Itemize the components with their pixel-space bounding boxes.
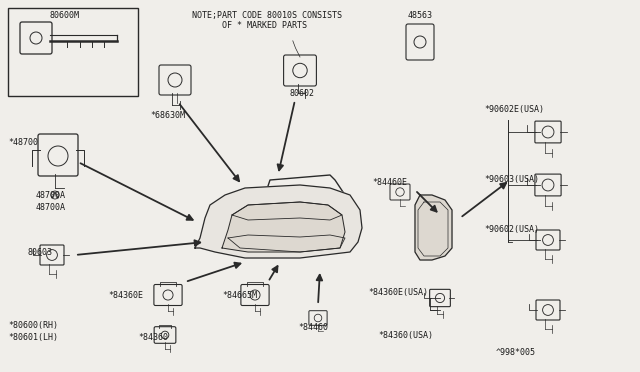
Text: *84460: *84460 (298, 323, 328, 332)
Text: 48563: 48563 (408, 11, 433, 20)
Text: *68630M: *68630M (150, 111, 185, 120)
Text: 80603: 80603 (28, 248, 53, 257)
Polygon shape (195, 185, 362, 258)
Text: *48700: *48700 (8, 138, 38, 147)
Text: *84460E: *84460E (372, 178, 407, 187)
Text: 48700A: 48700A (36, 203, 66, 212)
Text: NOTE;PART CODE 80010S CONSISTS: NOTE;PART CODE 80010S CONSISTS (192, 11, 342, 20)
Text: *84360: *84360 (138, 333, 168, 342)
Text: *90602(USA): *90602(USA) (484, 225, 539, 234)
Text: *84360(USA): *84360(USA) (378, 331, 433, 340)
Text: *84360E(USA): *84360E(USA) (368, 288, 428, 297)
Text: 80600M: 80600M (50, 11, 80, 20)
Text: ^998*005: ^998*005 (496, 348, 536, 357)
Text: *84665M: *84665M (222, 291, 257, 300)
Text: *80601(LH): *80601(LH) (8, 333, 58, 342)
Text: 80602: 80602 (290, 89, 315, 98)
Text: *90602E(USA): *90602E(USA) (484, 105, 544, 114)
Polygon shape (222, 202, 345, 252)
Text: *80600(RH): *80600(RH) (8, 321, 58, 330)
Polygon shape (415, 195, 452, 260)
Text: 48700A: 48700A (36, 191, 66, 200)
Bar (8, 8, 138, 96)
Text: OF * MARKED PARTS: OF * MARKED PARTS (192, 21, 307, 30)
Text: *90603(USA): *90603(USA) (484, 175, 539, 184)
Text: *84360E: *84360E (108, 291, 143, 300)
